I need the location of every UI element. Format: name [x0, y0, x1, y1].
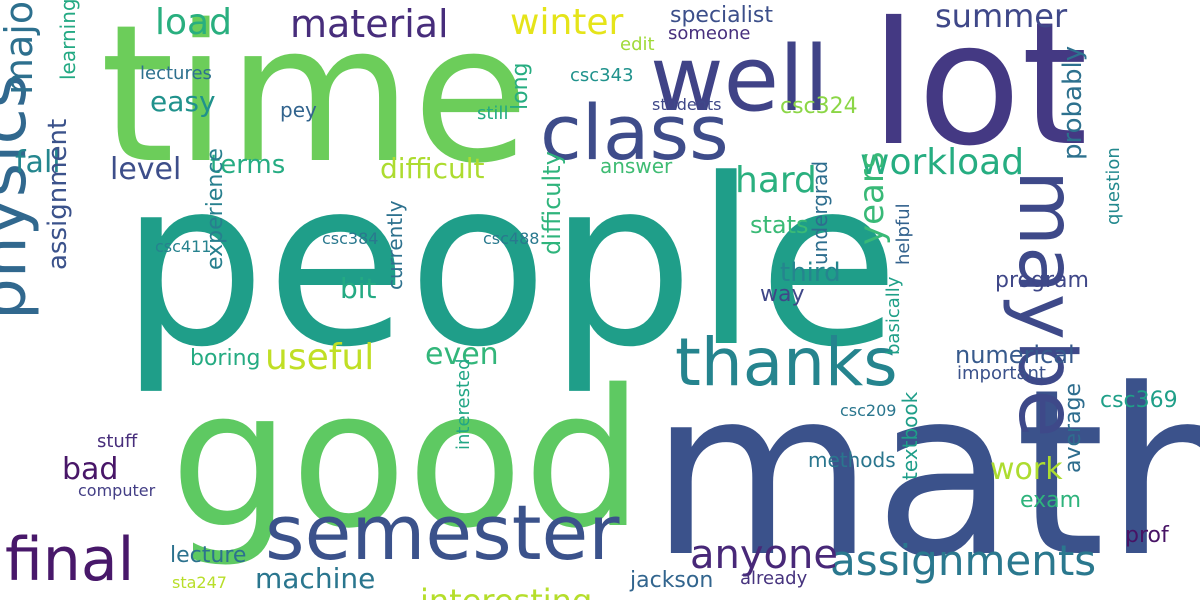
word-pey: pey	[280, 100, 317, 120]
word-csc369: csc369	[1100, 390, 1178, 412]
word-currently: currently	[385, 200, 405, 290]
word-machine: machine	[255, 565, 375, 593]
word-csc411: csc411	[155, 239, 211, 255]
word-summer: summer	[935, 0, 1067, 32]
word-exam: exam	[1020, 490, 1081, 512]
word-question: question	[1105, 147, 1123, 225]
word-jackson: jackson	[630, 570, 713, 592]
word-already: already	[740, 570, 807, 588]
word-computer: computer	[78, 483, 155, 499]
word-difficult: difficult	[380, 155, 485, 183]
word-csc324: csc324	[780, 96, 858, 118]
word-assignments: assignments	[830, 540, 1096, 582]
word-assignment: assignment	[45, 119, 71, 270]
word-textbook: textbook	[900, 392, 920, 480]
word-stats: stats	[750, 213, 809, 237]
word-interested: interested	[455, 358, 473, 450]
word-basically: basically	[885, 277, 903, 355]
word-difficulty: difficulty	[540, 151, 564, 255]
word-csc209: csc209	[840, 403, 896, 419]
word-prof: prof	[1125, 525, 1169, 547]
word-average: average	[1063, 383, 1085, 473]
word-students: students	[652, 97, 722, 113]
word-semester: semester	[265, 495, 620, 571]
word-thanks: thanks	[675, 330, 898, 396]
word-material: material	[290, 5, 449, 43]
word-final: final	[5, 530, 134, 590]
word-easy: easy	[150, 88, 216, 116]
word-csc384: csc384	[322, 231, 378, 247]
word-edit: edit	[620, 36, 655, 54]
word-still: still	[477, 105, 508, 123]
word-bit: bit	[340, 275, 377, 303]
word-sta247: sta247	[172, 575, 227, 591]
word-lectures: lectures	[140, 65, 212, 83]
word-work: work	[990, 455, 1063, 485]
word-winter: winter	[510, 5, 623, 41]
word-csc488: csc488	[483, 231, 539, 247]
word-years: years	[855, 151, 889, 245]
word-load: load	[155, 5, 232, 41]
word-learning: learning	[58, 0, 78, 80]
word-helpful: helpful	[895, 203, 913, 265]
word-major: major	[0, 0, 38, 95]
word-long: long	[510, 63, 532, 110]
word-csc343: csc343	[570, 67, 634, 85]
word-useful: useful	[265, 340, 374, 376]
word-undergrad: undergrad	[810, 161, 830, 265]
word-boring: boring	[190, 348, 261, 370]
word-stuff: stuff	[97, 433, 137, 451]
word-hard: hard	[735, 163, 817, 199]
word-important: important	[957, 365, 1046, 383]
word-level: level	[110, 155, 181, 185]
word-way: way	[760, 284, 805, 306]
word-physics: physics	[0, 74, 36, 320]
word-methods: methods	[808, 450, 896, 470]
word-interesting: interesting	[420, 585, 592, 600]
word-lecture: lecture	[170, 545, 246, 567]
word-probably: probably	[1060, 46, 1086, 160]
word-answer: answer	[600, 156, 672, 176]
word-program: program	[995, 270, 1089, 292]
word-someone: someone	[668, 25, 751, 43]
